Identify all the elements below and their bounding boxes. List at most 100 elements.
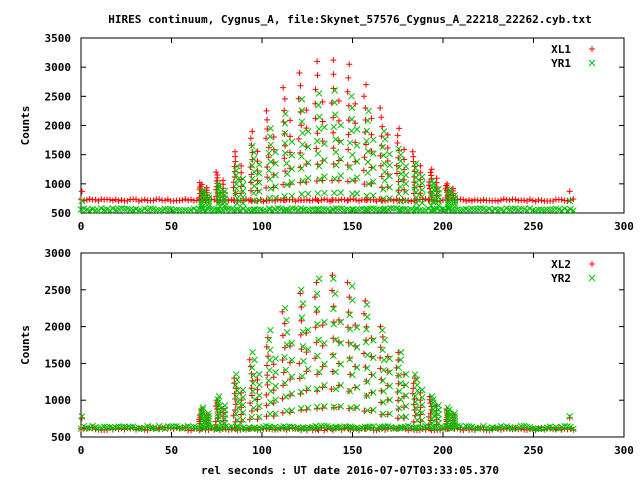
cross-point xyxy=(321,360,328,368)
cross-point xyxy=(402,413,410,421)
cross-point xyxy=(332,385,340,393)
cross-point xyxy=(205,197,212,205)
y-tick-label: 1000 xyxy=(45,178,72,191)
plus-point xyxy=(135,198,142,205)
plus-point xyxy=(566,188,573,195)
cross-point xyxy=(397,170,405,178)
plus-point xyxy=(345,131,352,138)
cross-point xyxy=(266,175,274,183)
plus-point xyxy=(220,177,227,184)
plus-point xyxy=(319,342,326,349)
cross-point xyxy=(315,90,323,97)
cross-point xyxy=(313,403,321,411)
cross-point xyxy=(435,185,442,193)
cross-point xyxy=(225,205,233,213)
cross-point xyxy=(314,190,322,197)
plus-point xyxy=(115,197,122,204)
cross-point xyxy=(132,424,140,432)
plus-point xyxy=(393,170,400,177)
cross-point xyxy=(364,148,372,155)
cross-point xyxy=(315,101,322,109)
plus-point xyxy=(535,196,542,203)
cross-point xyxy=(265,336,273,344)
cross-point xyxy=(395,364,402,371)
cross-point xyxy=(267,398,274,406)
cross-point xyxy=(451,203,459,211)
x-tick-label: 50 xyxy=(165,220,178,233)
cross-point xyxy=(402,163,410,170)
plus-point xyxy=(260,198,267,205)
cross-point xyxy=(418,199,426,207)
cross-point xyxy=(353,190,361,197)
plus-point xyxy=(270,133,277,140)
cross-point xyxy=(106,207,114,214)
plus-point xyxy=(150,197,157,204)
plus-point xyxy=(281,197,288,204)
cross-point xyxy=(321,381,328,389)
plus-point xyxy=(263,343,270,350)
cross-point xyxy=(546,423,554,430)
plus-point xyxy=(315,197,322,204)
cross-point xyxy=(304,365,312,373)
plus-point xyxy=(362,141,369,148)
plus-point xyxy=(444,180,451,187)
cross-point xyxy=(281,304,289,312)
cross-point xyxy=(251,356,258,364)
plus-point xyxy=(270,361,277,368)
cross-point xyxy=(304,159,312,166)
plus-point xyxy=(109,197,116,204)
plus-point xyxy=(384,144,391,151)
cross-point xyxy=(314,137,321,145)
cross-point xyxy=(451,418,459,426)
cross-point xyxy=(337,138,345,146)
cross-point xyxy=(199,416,207,424)
cross-point xyxy=(248,413,256,421)
cross-point xyxy=(251,424,258,431)
cross-point xyxy=(386,410,393,418)
cross-point xyxy=(281,379,289,387)
cross-point xyxy=(337,381,345,389)
cross-point xyxy=(233,376,241,384)
y-tick-label: 3000 xyxy=(45,247,72,260)
cross-point xyxy=(281,149,289,157)
cross-point xyxy=(282,424,290,431)
cross-point xyxy=(179,207,186,214)
cross-point xyxy=(451,192,459,199)
cross-point xyxy=(315,162,323,170)
cross-point xyxy=(282,393,290,400)
cross-point xyxy=(309,205,317,213)
cross-point xyxy=(428,416,436,423)
cross-point xyxy=(215,393,223,400)
cross-point xyxy=(390,205,398,212)
cross-point xyxy=(239,386,247,394)
cross-point xyxy=(348,371,356,379)
cross-point xyxy=(255,402,263,410)
cross-point xyxy=(380,356,388,364)
cross-point xyxy=(396,206,404,213)
cross-point xyxy=(265,377,273,384)
cross-point xyxy=(402,381,410,389)
cross-point xyxy=(221,187,229,195)
plus-point xyxy=(363,81,370,88)
cross-point xyxy=(320,205,328,213)
cross-point xyxy=(283,328,291,336)
plus-point xyxy=(264,334,271,341)
cross-point xyxy=(411,398,419,406)
x-tick-label: 200 xyxy=(433,444,453,457)
cross-point xyxy=(248,142,256,150)
plus-point xyxy=(329,287,336,294)
cross-point xyxy=(205,421,212,428)
plus-point xyxy=(303,196,310,203)
plus-point xyxy=(463,198,470,205)
cross-point xyxy=(380,366,387,374)
plus-point xyxy=(495,198,502,205)
cross-point xyxy=(314,150,322,157)
cross-point xyxy=(347,340,355,348)
plus-point xyxy=(274,196,281,203)
cross-point xyxy=(500,207,508,214)
cross-point xyxy=(272,369,279,376)
cross-point xyxy=(92,207,99,214)
plus-point xyxy=(497,197,504,204)
cross-point xyxy=(395,145,403,153)
plus-point xyxy=(263,184,270,191)
